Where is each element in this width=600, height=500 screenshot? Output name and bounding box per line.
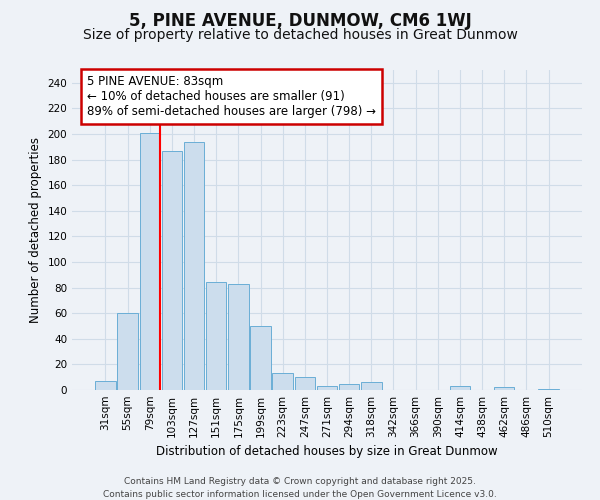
Bar	[95, 381, 116, 390]
Bar	[118, 313, 138, 390]
Bar	[494, 388, 514, 390]
Bar	[250, 326, 271, 390]
X-axis label: Distribution of detached houses by size in Great Dunmow: Distribution of detached houses by size …	[156, 446, 498, 458]
Bar	[161, 150, 182, 390]
Bar	[272, 374, 293, 390]
Text: 5 PINE AVENUE: 83sqm
← 10% of detached houses are smaller (91)
89% of semi-detac: 5 PINE AVENUE: 83sqm ← 10% of detached h…	[88, 75, 376, 118]
Text: Contains public sector information licensed under the Open Government Licence v3: Contains public sector information licen…	[103, 490, 497, 499]
Bar	[184, 142, 204, 390]
Bar	[228, 284, 248, 390]
Bar	[339, 384, 359, 390]
Bar	[317, 386, 337, 390]
Y-axis label: Number of detached properties: Number of detached properties	[29, 137, 42, 323]
Bar	[450, 386, 470, 390]
Bar	[361, 382, 382, 390]
Text: Contains HM Land Registry data © Crown copyright and database right 2025.: Contains HM Land Registry data © Crown c…	[124, 478, 476, 486]
Bar	[206, 282, 226, 390]
Text: 5, PINE AVENUE, DUNMOW, CM6 1WJ: 5, PINE AVENUE, DUNMOW, CM6 1WJ	[128, 12, 472, 30]
Bar	[295, 377, 315, 390]
Bar	[140, 132, 160, 390]
Bar	[538, 388, 559, 390]
Text: Size of property relative to detached houses in Great Dunmow: Size of property relative to detached ho…	[83, 28, 517, 42]
